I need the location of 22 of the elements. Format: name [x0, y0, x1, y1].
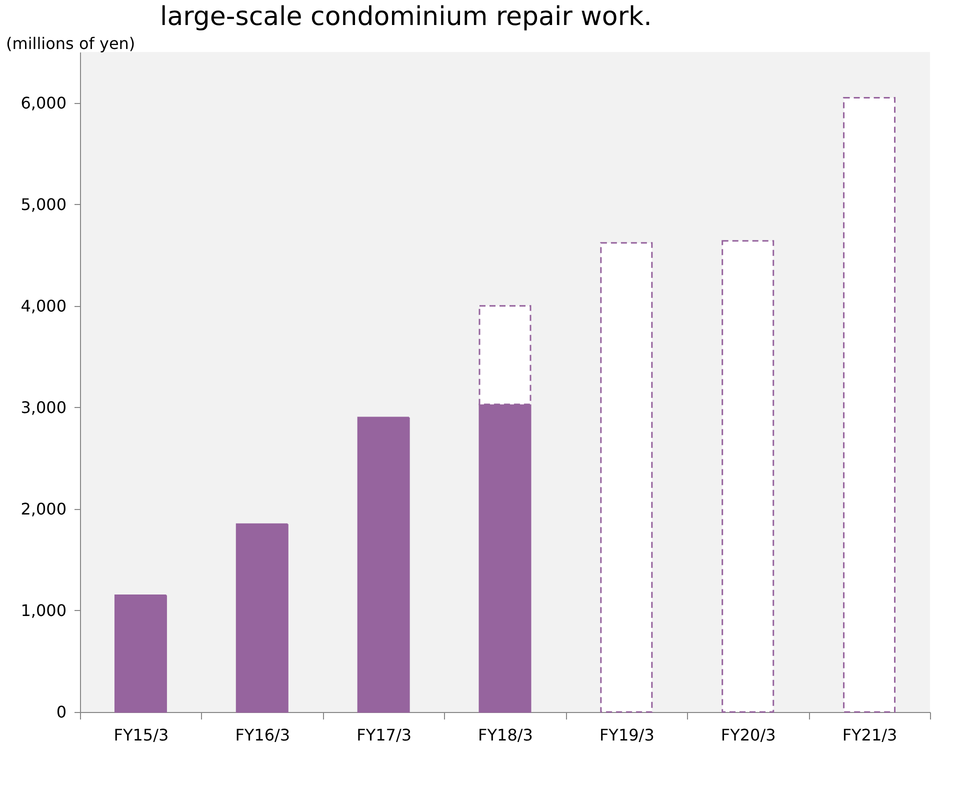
bar	[357, 416, 410, 713]
y-tick-label: 2,000	[20, 499, 66, 518]
x-tick-label: FY15/3	[114, 726, 169, 744]
x-tick-label: FY21/3	[842, 726, 898, 744]
bar	[236, 523, 288, 713]
bar	[722, 240, 774, 713]
y-tick-label: 4,000	[20, 296, 66, 316]
chart-title: large-scale condominium repair work.	[160, 2, 652, 32]
y-axis-title: (millions of yen)	[6, 34, 136, 53]
bar	[843, 96, 896, 713]
bar	[114, 594, 167, 713]
y-tick-label: 3,000	[20, 398, 66, 417]
x-tick-label: FY18/3	[478, 726, 533, 744]
x-tick-label: FY19/3	[599, 726, 654, 744]
x-tick-label: FY16/3	[235, 726, 290, 744]
x-tick-label: FY17/3	[356, 726, 412, 744]
y-tick-label: 6,000	[20, 93, 66, 112]
y-tick-label: 1,000	[20, 600, 66, 620]
x-tick-label: FY20/3	[720, 726, 776, 744]
bar	[600, 242, 653, 713]
y-tick-label: 5,000	[20, 194, 66, 214]
y-tick-label: 0	[56, 702, 66, 722]
